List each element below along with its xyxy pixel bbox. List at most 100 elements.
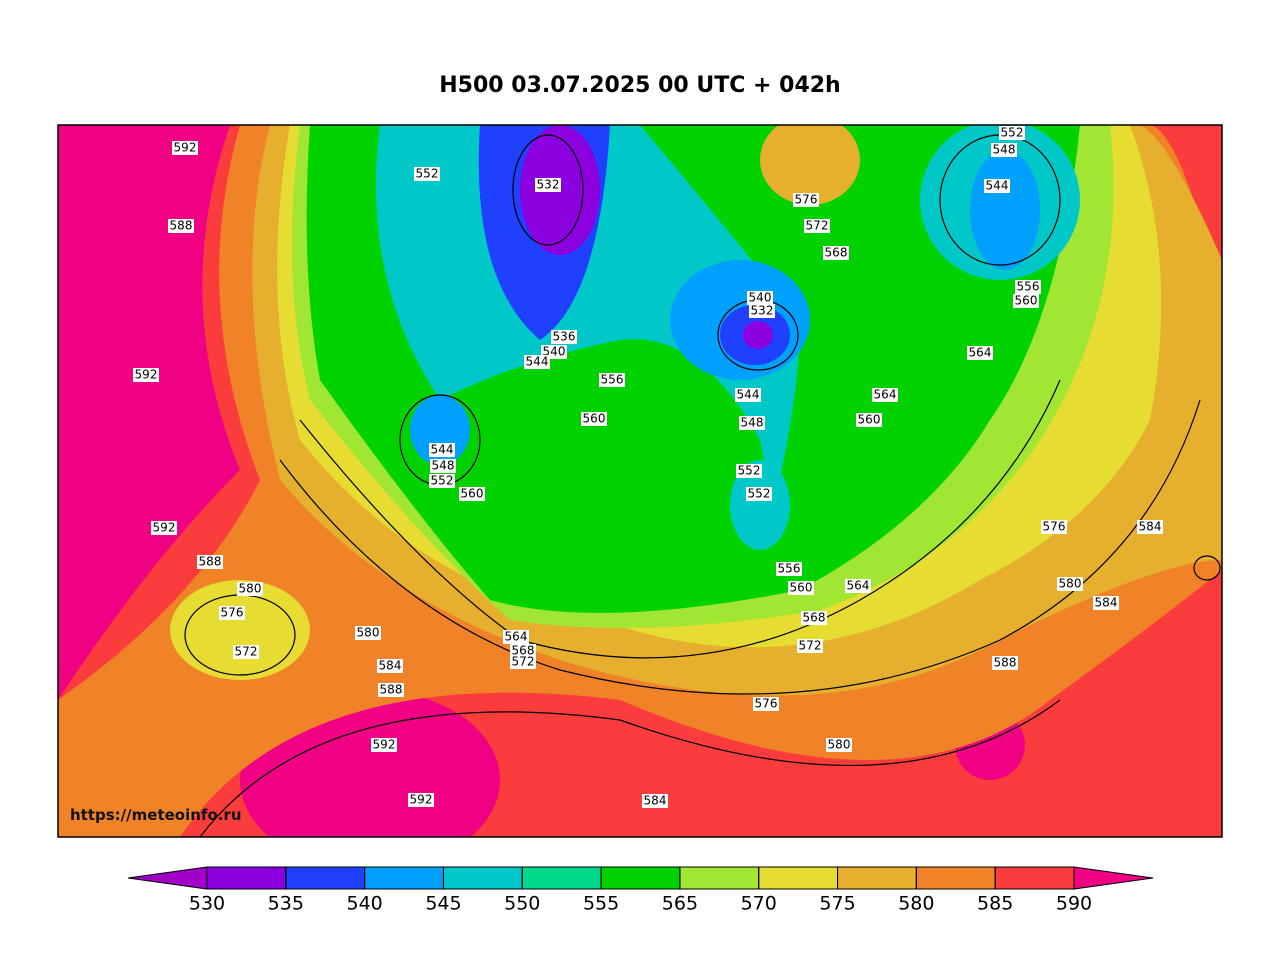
label-box [776, 562, 802, 576]
label-box [753, 697, 779, 711]
label-box [151, 521, 177, 535]
label-box [739, 416, 765, 430]
label-box [1057, 577, 1083, 591]
contour-label: 544 [986, 179, 1009, 193]
label-box [219, 606, 245, 620]
label-box [371, 738, 397, 752]
label-box [429, 443, 455, 457]
label-box [1013, 294, 1039, 308]
contour-label: 532 [751, 304, 774, 318]
colorbar-tick-label: 590 [1056, 893, 1092, 915]
label-box [1041, 520, 1067, 534]
colorbar-segment [994, 866, 1075, 890]
contour-label: 552 [1001, 126, 1024, 140]
contour-label: 576 [221, 606, 244, 620]
contour-label: 572 [512, 655, 535, 669]
contour-label: 544 [737, 388, 760, 402]
contour-label: 580 [239, 582, 262, 596]
title: H500 03.07.2025 00 UTC + 042h [439, 73, 840, 98]
contour-label: 584 [379, 659, 402, 673]
colorbar: 530 535 540 545 550 555 565 570 575 580 585 590 [127, 866, 1154, 915]
map-field [58, 125, 1222, 837]
colorbar-tick-label: 570 [741, 893, 777, 915]
label-box [984, 179, 1010, 193]
colorbar-segment [758, 866, 839, 890]
colorbar-under [127, 866, 208, 890]
label-box [535, 178, 561, 192]
label-box [1137, 520, 1163, 534]
label-box [233, 645, 259, 659]
colorbar-tick-label: 530 [189, 893, 225, 915]
contour-label: 540 [749, 291, 772, 305]
label-box [414, 167, 440, 181]
label-box [510, 655, 536, 669]
label-box [551, 330, 577, 344]
contour-label: 580 [1059, 577, 1082, 591]
colorbar-tick-label: 585 [977, 893, 1013, 915]
contour-label: 560 [461, 487, 484, 501]
label-box [999, 126, 1025, 140]
contour-label: 588 [170, 219, 193, 233]
contour-label: 592 [174, 141, 197, 155]
contour-label: 588 [199, 555, 222, 569]
label-box [992, 656, 1018, 670]
label-box [172, 141, 198, 155]
colorbar-segment [600, 866, 681, 890]
label-box [510, 644, 536, 658]
contour-label: 560 [583, 412, 606, 426]
contour-label: 560 [858, 413, 881, 427]
contour-label: 548 [432, 459, 455, 473]
contour-label: 572 [235, 645, 258, 659]
contour-label: 564 [847, 579, 870, 593]
label-box [524, 355, 550, 369]
contour-label: 552 [738, 464, 761, 478]
label-box [856, 413, 882, 427]
contour-label: 548 [993, 143, 1016, 157]
label-box [967, 346, 993, 360]
label-box [845, 579, 871, 593]
colorbar-segment [521, 866, 602, 890]
contour-labels: 5925525325885765725685525485445565605405… [133, 126, 1163, 808]
contour-label: 572 [799, 639, 822, 653]
contour-label: 544 [431, 443, 454, 457]
contour-label: 588 [380, 683, 403, 697]
label-box [788, 581, 814, 595]
label-box [823, 246, 849, 260]
contour-label: 552 [748, 487, 771, 501]
label-box [804, 219, 830, 233]
label-box [429, 474, 455, 488]
contour-label: 548 [741, 416, 764, 430]
label-box [747, 291, 773, 305]
contour-label: 588 [994, 656, 1017, 670]
label-box [378, 683, 404, 697]
contour-label: 544 [526, 355, 549, 369]
label-box [642, 794, 668, 808]
label-box [599, 373, 625, 387]
label-box [735, 388, 761, 402]
contour-label: 572 [806, 219, 829, 233]
colorbar-tick-label: 550 [504, 893, 540, 915]
colorbar-tick-label: 580 [898, 893, 934, 915]
contour-label: 592 [410, 793, 433, 807]
colorbar-tick-label: 540 [347, 893, 383, 915]
colorbar-segment [679, 866, 760, 890]
label-box [355, 626, 381, 640]
label-box [377, 659, 403, 673]
label-box [168, 219, 194, 233]
label-box [1093, 596, 1119, 610]
contour-label: 576 [1043, 520, 1066, 534]
label-box [430, 459, 456, 473]
label-box [1015, 280, 1041, 294]
watermark: https://meteoinfo.ru [70, 806, 242, 824]
contour-label: 560 [790, 581, 813, 595]
colorbar-segment [915, 866, 996, 890]
label-box [459, 487, 485, 501]
label-box [749, 304, 775, 318]
contour-label: 580 [828, 738, 851, 752]
label-box [237, 582, 263, 596]
contour-label: 552 [416, 167, 439, 181]
label-box [797, 639, 823, 653]
colorbar-tick-label: 575 [819, 893, 855, 915]
contour-label: 556 [778, 562, 801, 576]
